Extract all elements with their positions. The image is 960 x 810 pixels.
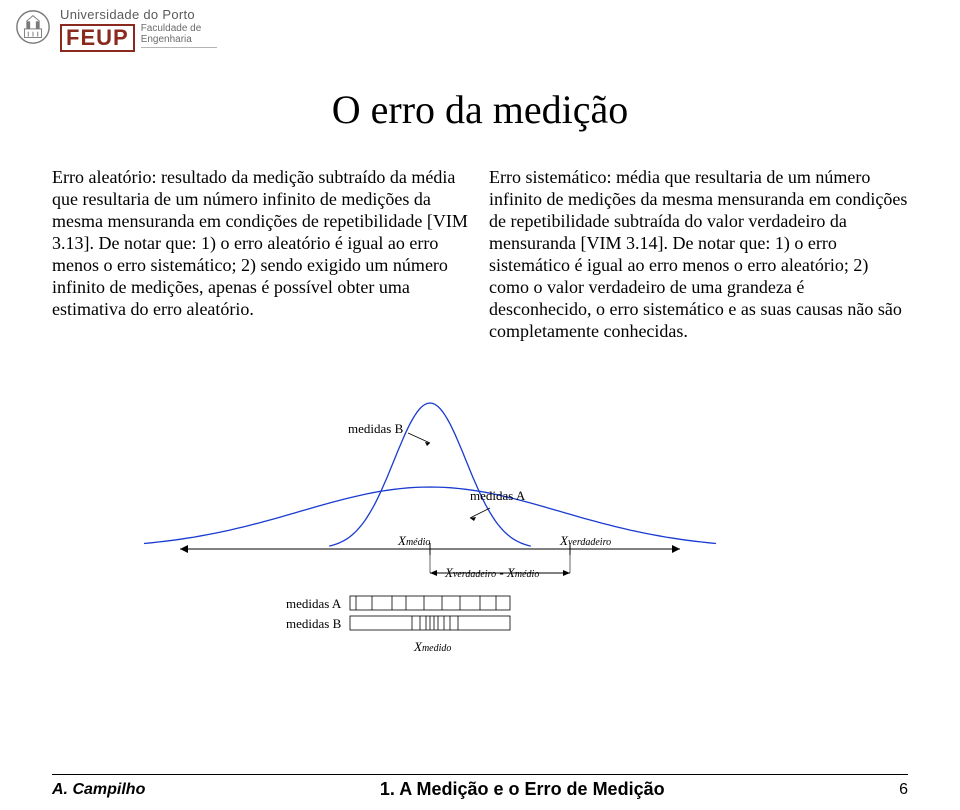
header: Universidade do Porto FEUP Faculdade de … — [0, 0, 960, 52]
diagram: medidas B medidas A XXmédiomédio Xverdad… — [0, 333, 960, 653]
left-label: Erro aleatório — [52, 167, 151, 187]
right-column: Erro sistemático: média que resultaria d… — [489, 167, 908, 343]
label-xmedio: XXmédiomédio — [398, 533, 430, 549]
feup-logo: FEUP — [60, 24, 135, 52]
left-column: Erro aleatório: resultado da medição sub… — [52, 167, 489, 343]
footer-author: A. Campilho — [52, 781, 145, 799]
university-name: Universidade do Porto — [60, 8, 217, 21]
crest-icon — [14, 8, 52, 46]
label-medidas-b-row: medidas B — [286, 616, 341, 632]
label-xmedido: Xmedido — [414, 639, 451, 655]
body-columns: Erro aleatório: resultado da medição sub… — [0, 167, 960, 343]
faculty-label: Faculdade de Engenharia — [141, 24, 217, 48]
right-text: : média que resultaria de um número infi… — [489, 167, 907, 341]
label-medidas-a-row: medidas A — [286, 596, 341, 612]
footer-page: 6 — [899, 781, 908, 799]
footer: A. Campilho 1. A Medição e o Erro de Med… — [0, 774, 960, 800]
label-xdiff: Xverdadeiro - Xmédio — [445, 565, 539, 581]
label-medidas-b-top: medidas B — [348, 421, 403, 437]
page-title: O erro da medição — [0, 86, 960, 133]
footer-title: 1. A Medição e o Erro de Medição — [380, 779, 665, 800]
right-label: Erro sistemático — [489, 167, 606, 187]
left-text: : resultado da medição subtraído da médi… — [52, 167, 468, 319]
label-medidas-a-curve: medidas A — [470, 488, 525, 504]
label-xverdadeiro: Xverdadeiro — [560, 533, 611, 549]
